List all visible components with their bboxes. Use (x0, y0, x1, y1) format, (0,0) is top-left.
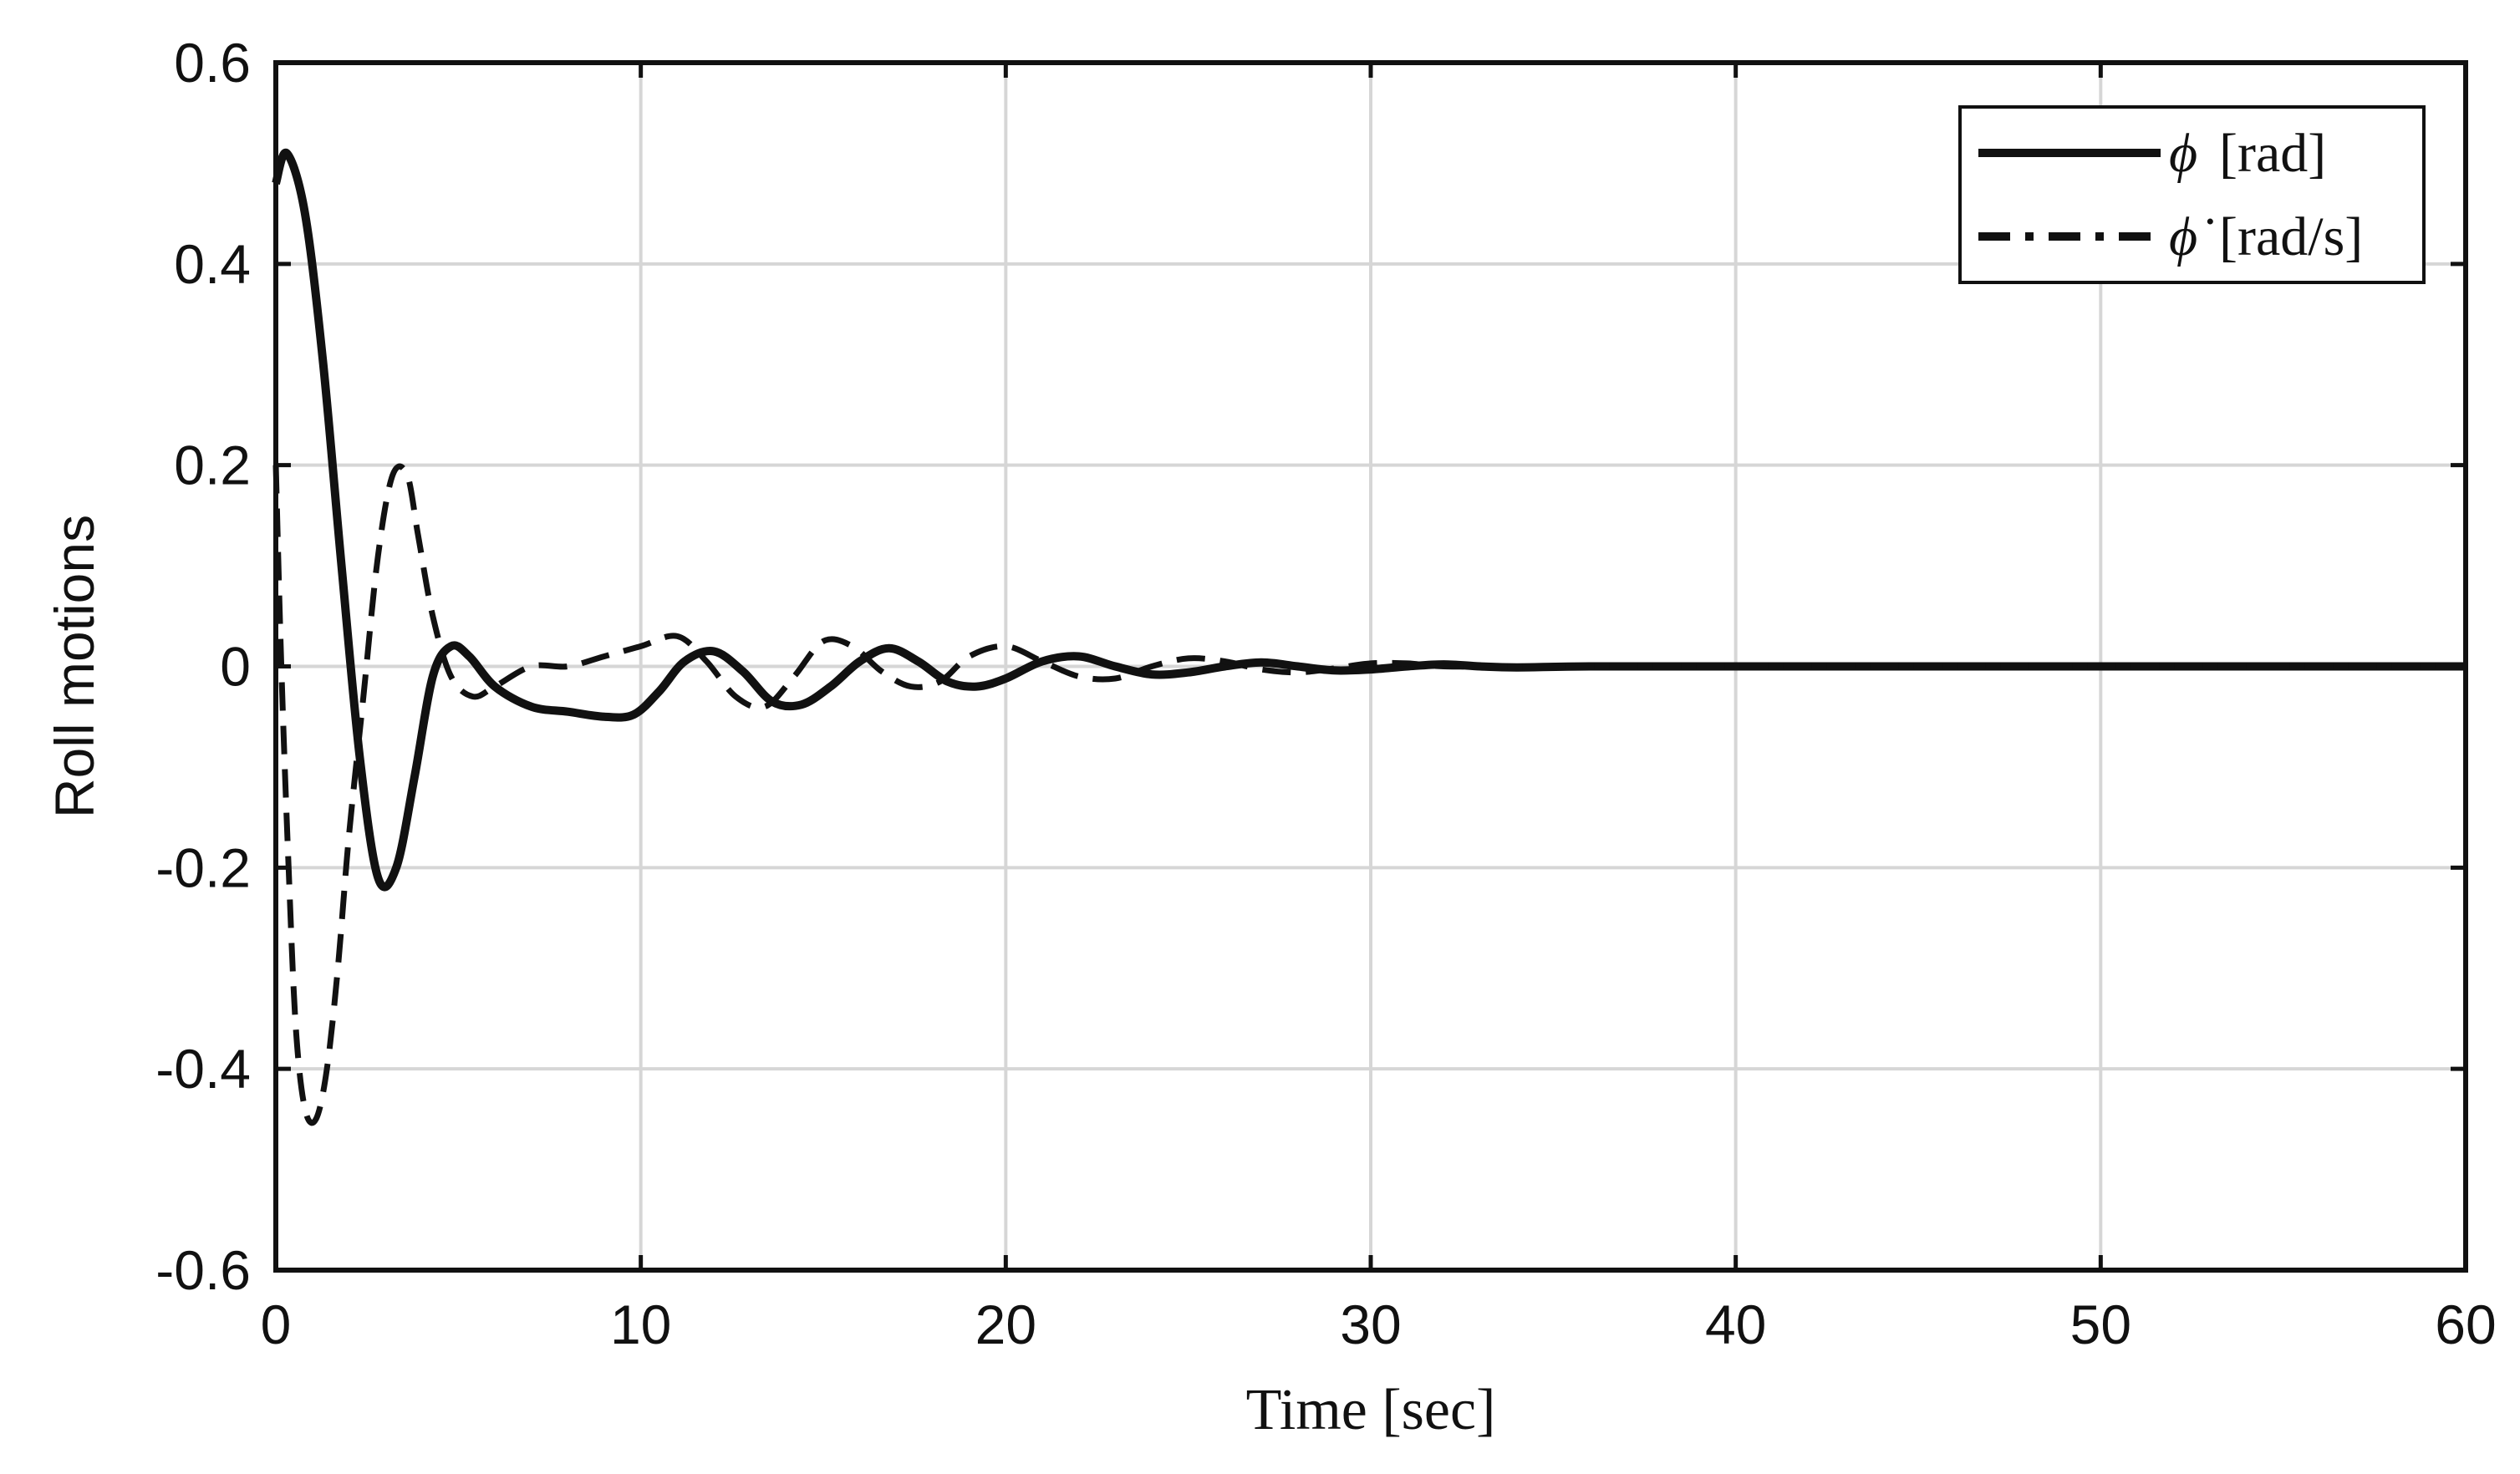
x-tick-label: 50 (2070, 1294, 2131, 1355)
legend-symbol-phi: ϕ (2169, 123, 2197, 184)
y-tick-label: 0 (220, 636, 251, 698)
y-tick-label: 0.6 (174, 32, 251, 94)
legend-box (1958, 105, 2426, 284)
series-layer (272, 148, 2466, 1126)
label-layer: 0 10 20 30 40 50 60 -0.6 -0.4 -0.2 0 0.2 0.4 0.6 (155, 32, 2496, 1355)
x-axis-title: Time [sec] (1246, 1378, 1496, 1442)
legend: ϕ [rad] ϕ̇ [rad/s] (1958, 105, 2426, 284)
legend-label-phi: [rad] (2219, 123, 2326, 184)
x-tick-label: 10 (610, 1294, 671, 1355)
y-tick-label: 0.2 (174, 435, 251, 496)
y-tick-label: 0.4 (174, 233, 251, 295)
y-tick-label: -0.6 (155, 1239, 251, 1301)
x-tick-label: 60 (2435, 1294, 2496, 1355)
y-tick-label: -0.2 (155, 836, 251, 898)
legend-label-phi-dot: [rad/s] (2219, 206, 2363, 267)
y-axis-title: Roll motions (43, 515, 105, 818)
y-tick-label: -0.4 (155, 1038, 251, 1100)
x-tick-label: 40 (1705, 1294, 1766, 1355)
tick-layer (273, 60, 2468, 1273)
x-tick-label: 0 (261, 1294, 292, 1355)
series-phi-dot-line (272, 463, 2466, 1126)
x-tick-label: 30 (1340, 1294, 1401, 1355)
x-tick-label: 20 (975, 1294, 1036, 1355)
